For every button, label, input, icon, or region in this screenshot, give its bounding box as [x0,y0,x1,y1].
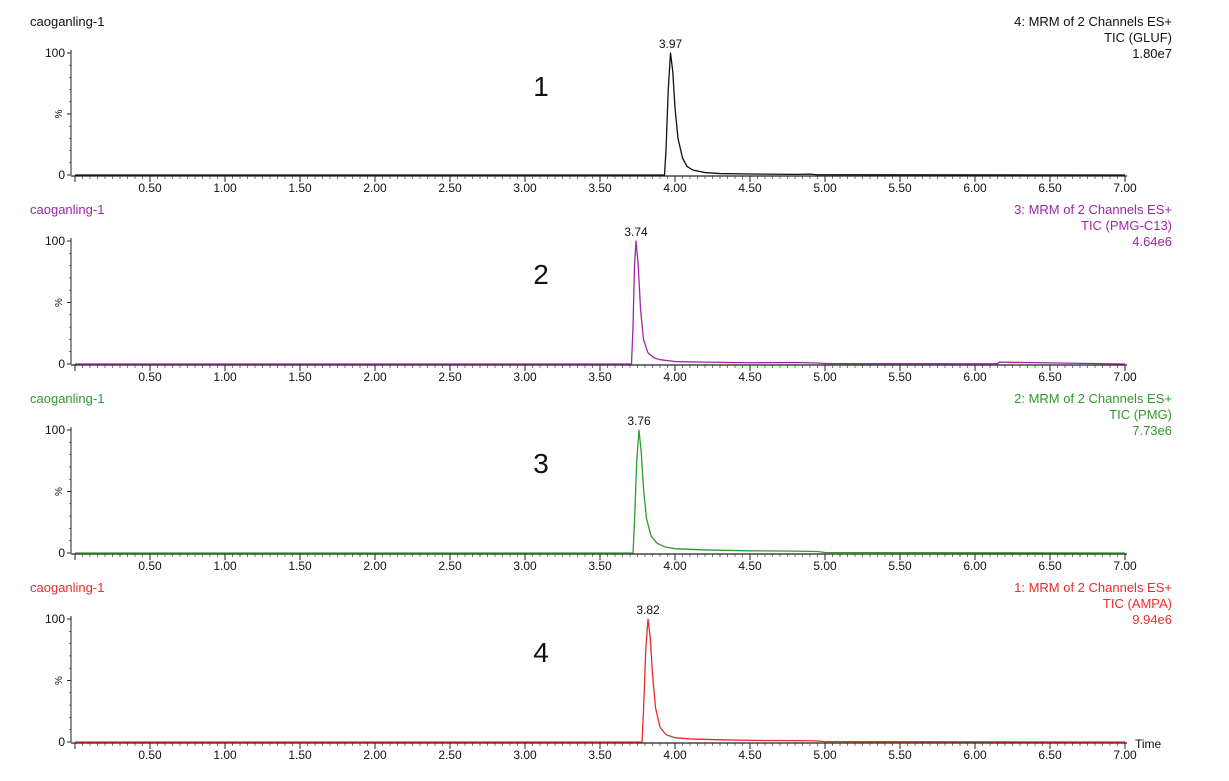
x-tick-label-2: 5.50 [888,370,912,384]
x-tick-label-1: 1.50 [288,181,312,195]
x-tick-label-4: 2.50 [438,748,462,762]
x-tick-label-1: 2.00 [363,181,387,195]
panel-header-line-2-3: 4.64e6 [1132,234,1172,249]
x-tick-label-1: 2.50 [438,181,462,195]
x-tick-label-1: 5.50 [888,181,912,195]
x-tick-label-4: 6.00 [963,748,987,762]
x-tick-label-3: 4.00 [663,559,687,573]
x-tick-label-2: 6.00 [963,370,987,384]
y-tick-label-3-100: 100 [45,423,65,437]
panel-header-line-1-3: 1.80e7 [1132,46,1172,61]
x-tick-label-1: 5.00 [813,181,837,195]
y-tick-label-1-100: 100 [45,46,65,60]
x-tick-label-3: 2.50 [438,559,462,573]
x-tick-label-3: 5.50 [888,559,912,573]
x-tick-label-2: 6.50 [1038,370,1062,384]
chromatogram-trace-2 [75,240,1126,365]
x-tick-label-2: 7.00 [1113,370,1137,384]
chromatogram-trace-4 [75,618,1126,743]
panel-number-1: 1 [533,71,549,102]
x-tick-label-3: 4.50 [738,559,762,573]
x-tick-label-2: 1.50 [288,370,312,384]
x-tick-label-2: 0.50 [138,370,162,384]
x-tick-label-3: 5.00 [813,559,837,573]
x-tick-label-2: 4.50 [738,370,762,384]
x-tick-label-3: 2.00 [363,559,387,573]
x-tick-label-4: 6.50 [1038,748,1062,762]
x-axis-label-4: Time [1135,737,1162,751]
y-axis-label-2: % [54,298,65,307]
peak-label-4: 3.82 [636,603,660,617]
x-tick-label-2: 5.00 [813,370,837,384]
panel-header-line-3-3: 7.73e6 [1132,423,1172,438]
y-axis-label-4: % [54,676,65,685]
x-tick-label-4: 3.50 [588,748,612,762]
x-tick-label-1: 4.00 [663,181,687,195]
x-tick-label-4: 0.50 [138,748,162,762]
panel-header-line-3-2: TIC (PMG) [1109,407,1172,422]
y-tick-label-4-0: 0 [58,735,65,749]
y-axis-label-3: % [54,487,65,496]
x-tick-label-4: 1.50 [288,748,312,762]
y-tick-label-4-100: 100 [45,612,65,626]
y-tick-label-2-0: 0 [58,357,65,371]
x-tick-label-3: 7.00 [1113,559,1137,573]
sample-name-3: caoganling-1 [30,391,104,406]
peak-label-3: 3.76 [627,414,651,428]
sample-name-4: caoganling-1 [30,580,104,595]
panel-header-line-3-1: 2: MRM of 2 Channels ES+ [1014,391,1172,406]
x-tick-label-4: 4.00 [663,748,687,762]
y-tick-label-3-0: 0 [58,546,65,560]
x-tick-label-3: 1.00 [213,559,237,573]
x-tick-label-3: 0.50 [138,559,162,573]
peak-label-1: 3.97 [659,37,683,51]
x-tick-label-4: 7.00 [1113,748,1137,762]
x-tick-label-3: 3.00 [513,559,537,573]
sample-name-2: caoganling-1 [30,202,104,217]
x-tick-label-1: 6.50 [1038,181,1062,195]
x-tick-label-3: 6.50 [1038,559,1062,573]
panel-header-line-4-3: 9.94e6 [1132,612,1172,627]
x-tick-label-4: 2.00 [363,748,387,762]
x-tick-label-3: 1.50 [288,559,312,573]
panel-header-line-4-1: 1: MRM of 2 Channels ES+ [1014,580,1172,595]
y-tick-label-2-100: 100 [45,234,65,248]
x-tick-label-1: 3.50 [588,181,612,195]
y-tick-label-1-0: 0 [58,168,65,182]
x-tick-label-1: 1.00 [213,181,237,195]
panel-number-2: 2 [533,259,549,290]
panel-number-4: 4 [533,637,549,668]
peak-label-2: 3.74 [624,225,648,239]
y-axis-label-1: % [54,109,65,118]
x-tick-label-2: 3.00 [513,370,537,384]
x-tick-label-1: 7.00 [1113,181,1137,195]
x-tick-label-2: 2.50 [438,370,462,384]
x-tick-label-2: 2.00 [363,370,387,384]
panel-header-line-2-2: TIC (PMG-C13) [1081,218,1172,233]
chromatogram-trace-3 [75,429,1126,554]
x-tick-label-4: 1.00 [213,748,237,762]
x-tick-label-4: 5.50 [888,748,912,762]
x-tick-label-4: 4.50 [738,748,762,762]
panel-header-line-4-2: TIC (AMPA) [1103,596,1172,611]
x-tick-label-1: 3.00 [513,181,537,195]
x-tick-label-3: 3.50 [588,559,612,573]
panel-header-line-1-2: TIC (GLUF) [1104,30,1172,45]
x-tick-label-1: 4.50 [738,181,762,195]
x-tick-label-2: 1.00 [213,370,237,384]
x-tick-label-1: 6.00 [963,181,987,195]
panel-header-line-2-1: 3: MRM of 2 Channels ES+ [1014,202,1172,217]
x-tick-label-2: 4.00 [663,370,687,384]
x-tick-label-4: 5.00 [813,748,837,762]
x-tick-label-2: 3.50 [588,370,612,384]
chromatogram-trace-1 [75,52,1126,176]
x-tick-label-3: 6.00 [963,559,987,573]
panel-header-line-1-1: 4: MRM of 2 Channels ES+ [1014,14,1172,29]
sample-name-1: caoganling-1 [30,14,104,29]
x-tick-label-1: 0.50 [138,181,162,195]
x-tick-label-4: 3.00 [513,748,537,762]
panel-number-3: 3 [533,448,549,479]
